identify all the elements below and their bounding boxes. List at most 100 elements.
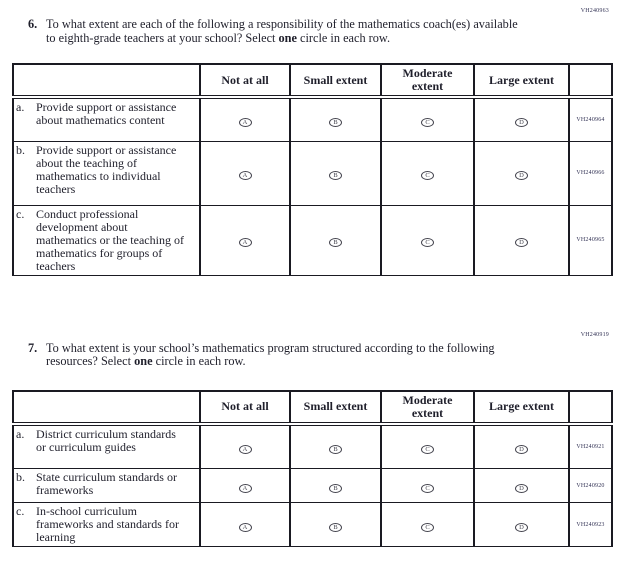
questionnaire-page: VH240963 6. To what extent are each of t… bbox=[12, 8, 623, 547]
statement-cell: a. Provide support or assistance about m… bbox=[12, 96, 201, 142]
question-6-text-after: circle in each row. bbox=[296, 30, 391, 45]
question-6-vh-code: VH240963 bbox=[580, 8, 609, 14]
response-cell-small-extent: B bbox=[289, 502, 382, 547]
q6-header-small-extent: Small extent bbox=[289, 63, 382, 99]
answer-bubble-a[interactable]: A bbox=[238, 117, 252, 127]
response-cell-large-extent: D bbox=[473, 502, 570, 547]
q6-header-large-extent: Large extent bbox=[473, 63, 570, 99]
question-7-bold-word: one bbox=[134, 354, 153, 368]
row-vh-code: VH240920 bbox=[568, 468, 613, 503]
response-cell-not-at-all: A bbox=[199, 96, 291, 142]
row-statement: District curriculum standards or curricu… bbox=[36, 426, 176, 454]
q7-header-small-extent: Small extent bbox=[289, 389, 382, 426]
response-cell-small-extent: B bbox=[289, 468, 382, 503]
answer-bubble-c[interactable]: C bbox=[421, 117, 434, 127]
question-7-text-before: To what extent is your school’s mathemat… bbox=[46, 340, 495, 368]
response-cell-moderate-extent: C bbox=[380, 468, 475, 503]
q7-header-row: Not at all Small extent Moderate extent … bbox=[12, 389, 613, 426]
table-row: a. District curriculum standards or curr… bbox=[12, 423, 613, 469]
answer-bubble-c[interactable]: C bbox=[421, 238, 434, 247]
row-letter: a. bbox=[16, 100, 25, 114]
statement-cell: c. Conduct professional development abou… bbox=[12, 204, 201, 276]
table-row: c. Conduct professional development abou… bbox=[12, 204, 613, 276]
response-cell-small-extent: B bbox=[289, 140, 382, 206]
answer-bubble-b[interactable]: B bbox=[329, 238, 342, 247]
response-cell-large-extent: D bbox=[473, 468, 570, 503]
response-cell-small-extent: B bbox=[289, 96, 382, 142]
q6-header-empty bbox=[12, 63, 201, 99]
answer-bubble-a[interactable]: A bbox=[238, 522, 252, 532]
row-vh-code: VH240921 bbox=[568, 423, 613, 469]
response-cell-moderate-extent: C bbox=[380, 423, 475, 469]
answer-bubble-d[interactable]: D bbox=[515, 238, 528, 247]
row-statement: Provide support or assistance about the … bbox=[36, 142, 177, 196]
answer-bubble-c[interactable]: C bbox=[421, 522, 434, 532]
table-row: b. Provide support or assistance about t… bbox=[12, 140, 613, 206]
row-letter: c. bbox=[16, 504, 25, 518]
row-statement: In-school curriculum frameworks and stan… bbox=[36, 504, 179, 544]
row-statement: State curriculum standards or frameworks bbox=[36, 470, 177, 497]
answer-bubble-d[interactable]: D bbox=[515, 522, 528, 532]
question-6-number: 6. bbox=[28, 17, 38, 31]
response-cell-not-at-all: A bbox=[199, 468, 291, 503]
statement-cell: b. Provide support or assistance about t… bbox=[12, 140, 201, 206]
q7-header-empty bbox=[12, 389, 201, 426]
question-7-vh-code: VH240919 bbox=[580, 331, 609, 338]
statement-cell: c. In-school curriculum frameworks and s… bbox=[12, 502, 201, 547]
question-7-number: 7. bbox=[28, 340, 38, 355]
statement-cell: b. State curriculum standards or framewo… bbox=[12, 468, 201, 503]
response-cell-large-extent: D bbox=[473, 140, 570, 206]
table-row: c. In-school curriculum frameworks and s… bbox=[12, 502, 613, 547]
statement-cell: a. District curriculum standards or curr… bbox=[12, 423, 201, 469]
response-cell-moderate-extent: C bbox=[380, 502, 475, 547]
answer-bubble-d[interactable]: D bbox=[515, 117, 528, 127]
question-7: 7. To what extent is your school’s mathe… bbox=[28, 340, 623, 369]
response-cell-moderate-extent: C bbox=[380, 96, 475, 142]
row-vh-code: VH240923 bbox=[568, 502, 613, 547]
answer-bubble-a[interactable]: A bbox=[238, 444, 252, 454]
answer-bubble-a[interactable]: A bbox=[238, 238, 252, 247]
q7-header-moderate-extent: Moderate extent bbox=[380, 389, 475, 426]
response-cell-small-extent: B bbox=[289, 423, 382, 469]
answer-bubble-d[interactable]: D bbox=[515, 171, 528, 180]
question-6-bold-word: one bbox=[278, 30, 297, 45]
answer-bubble-a[interactable]: A bbox=[238, 171, 252, 180]
row-letter: a. bbox=[16, 426, 25, 441]
q7-response-table: Not at all Small extent Moderate extent … bbox=[12, 389, 613, 547]
question-7-text: To what extent is your school’s mathemat… bbox=[46, 340, 524, 369]
q7-header-not-at-all: Not at all bbox=[199, 389, 291, 426]
q6-response-table: Not at all Small extent Moderate extent … bbox=[12, 63, 613, 276]
answer-bubble-a[interactable]: A bbox=[238, 483, 252, 493]
q6-header-not-at-all: Not at all bbox=[199, 63, 291, 99]
answer-bubble-b[interactable]: B bbox=[329, 171, 342, 180]
row-letter: b. bbox=[16, 470, 25, 484]
answer-bubble-b[interactable]: B bbox=[329, 117, 342, 127]
response-cell-large-extent: D bbox=[473, 96, 570, 142]
response-cell-large-extent: D bbox=[473, 423, 570, 469]
response-cell-large-extent: D bbox=[473, 204, 570, 276]
answer-bubble-c[interactable]: C bbox=[421, 171, 434, 180]
row-vh-code: VH240965 bbox=[568, 204, 613, 276]
answer-bubble-d[interactable]: D bbox=[515, 483, 528, 493]
answer-bubble-b[interactable]: B bbox=[329, 483, 342, 493]
row-vh-code: VH240966 bbox=[568, 140, 613, 206]
answer-bubble-b[interactable]: B bbox=[329, 522, 342, 532]
row-letter: b. bbox=[16, 142, 25, 157]
response-cell-not-at-all: A bbox=[199, 204, 291, 276]
answer-bubble-d[interactable]: D bbox=[515, 444, 528, 454]
table-row: a. Provide support or assistance about m… bbox=[12, 96, 613, 142]
q6-header-moderate-extent: Moderate extent bbox=[380, 63, 475, 99]
q6-header-row: Not at all Small extent Moderate extent … bbox=[12, 63, 613, 99]
response-cell-not-at-all: A bbox=[199, 423, 291, 469]
q7-header-code-empty bbox=[568, 389, 613, 426]
answer-bubble-b[interactable]: B bbox=[329, 444, 342, 454]
answer-bubble-c[interactable]: C bbox=[421, 444, 434, 454]
question-6: 6. To what extent are each of the follow… bbox=[28, 17, 623, 45]
row-statement: Provide support or assistance about math… bbox=[36, 100, 177, 127]
row-vh-code: VH240964 bbox=[568, 96, 613, 142]
row-letter: c. bbox=[16, 206, 25, 221]
answer-bubble-c[interactable]: C bbox=[421, 483, 434, 493]
response-cell-not-at-all: A bbox=[199, 502, 291, 547]
response-cell-small-extent: B bbox=[289, 204, 382, 276]
response-cell-moderate-extent: C bbox=[380, 140, 475, 206]
